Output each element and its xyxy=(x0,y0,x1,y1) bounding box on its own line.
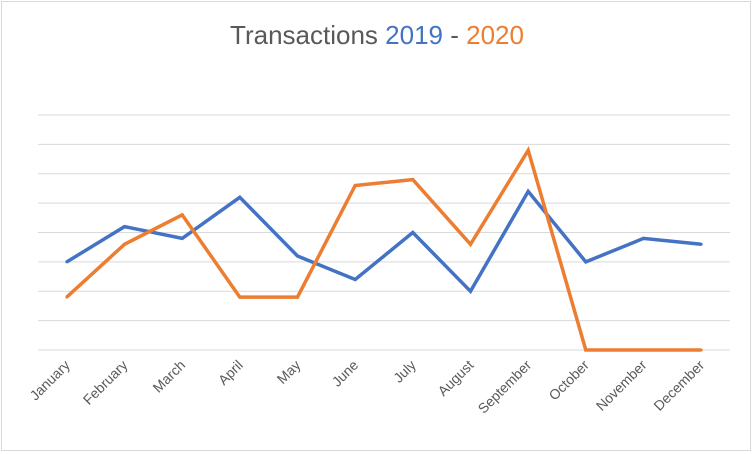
title-prefix: Transactions xyxy=(230,20,378,50)
data-point-2020-august xyxy=(469,242,472,246)
data-point-2020-november xyxy=(642,348,645,352)
title-year-2020: 2020 xyxy=(466,20,524,50)
x-tick-label: September xyxy=(475,357,535,417)
data-point-2019-january xyxy=(65,260,69,264)
x-tick-label: November xyxy=(593,357,650,414)
x-tick-label: December xyxy=(650,357,707,414)
data-point-2019-october xyxy=(584,260,588,264)
data-point-2020-february xyxy=(123,242,126,246)
series-line-2020 xyxy=(65,146,702,352)
x-tick-label: February xyxy=(80,357,131,408)
data-point-2019-may xyxy=(296,254,299,258)
x-tick-label: March xyxy=(149,357,188,396)
data-point-2020-april xyxy=(238,295,242,299)
data-point-2019-july xyxy=(411,231,415,234)
x-tick-label: October xyxy=(545,357,592,404)
data-point-2019-august xyxy=(469,289,472,293)
data-point-2019-february xyxy=(123,225,126,229)
data-point-2020-march xyxy=(180,213,184,217)
data-point-2019-june xyxy=(353,278,357,281)
data-point-2019-december xyxy=(699,242,703,246)
x-tick-label: August xyxy=(434,357,476,399)
title-year-2019: 2019 xyxy=(385,20,443,50)
data-point-2020-january xyxy=(65,295,69,299)
series-line-2019 xyxy=(65,188,702,295)
x-tick-label: April xyxy=(215,357,246,388)
data-point-2019-april xyxy=(238,195,242,199)
data-point-2019-september xyxy=(526,189,530,193)
x-tick-label: May xyxy=(274,357,304,387)
title-separator: - xyxy=(443,20,467,50)
data-point-2020-may xyxy=(296,295,299,299)
data-point-2020-october xyxy=(584,348,588,352)
x-tick-label: January xyxy=(26,357,73,404)
data-point-2020-december xyxy=(699,348,703,352)
x-tick-label: June xyxy=(329,357,362,390)
data-point-2020-june xyxy=(353,184,357,187)
data-point-2019-march xyxy=(180,236,184,240)
data-point-2020-september xyxy=(526,148,530,152)
data-point-2019-november xyxy=(642,236,645,240)
x-tick-label: July xyxy=(390,357,419,386)
chart-title: Transactions 2019 - 2020 xyxy=(0,20,754,51)
data-point-2020-july xyxy=(411,178,415,182)
